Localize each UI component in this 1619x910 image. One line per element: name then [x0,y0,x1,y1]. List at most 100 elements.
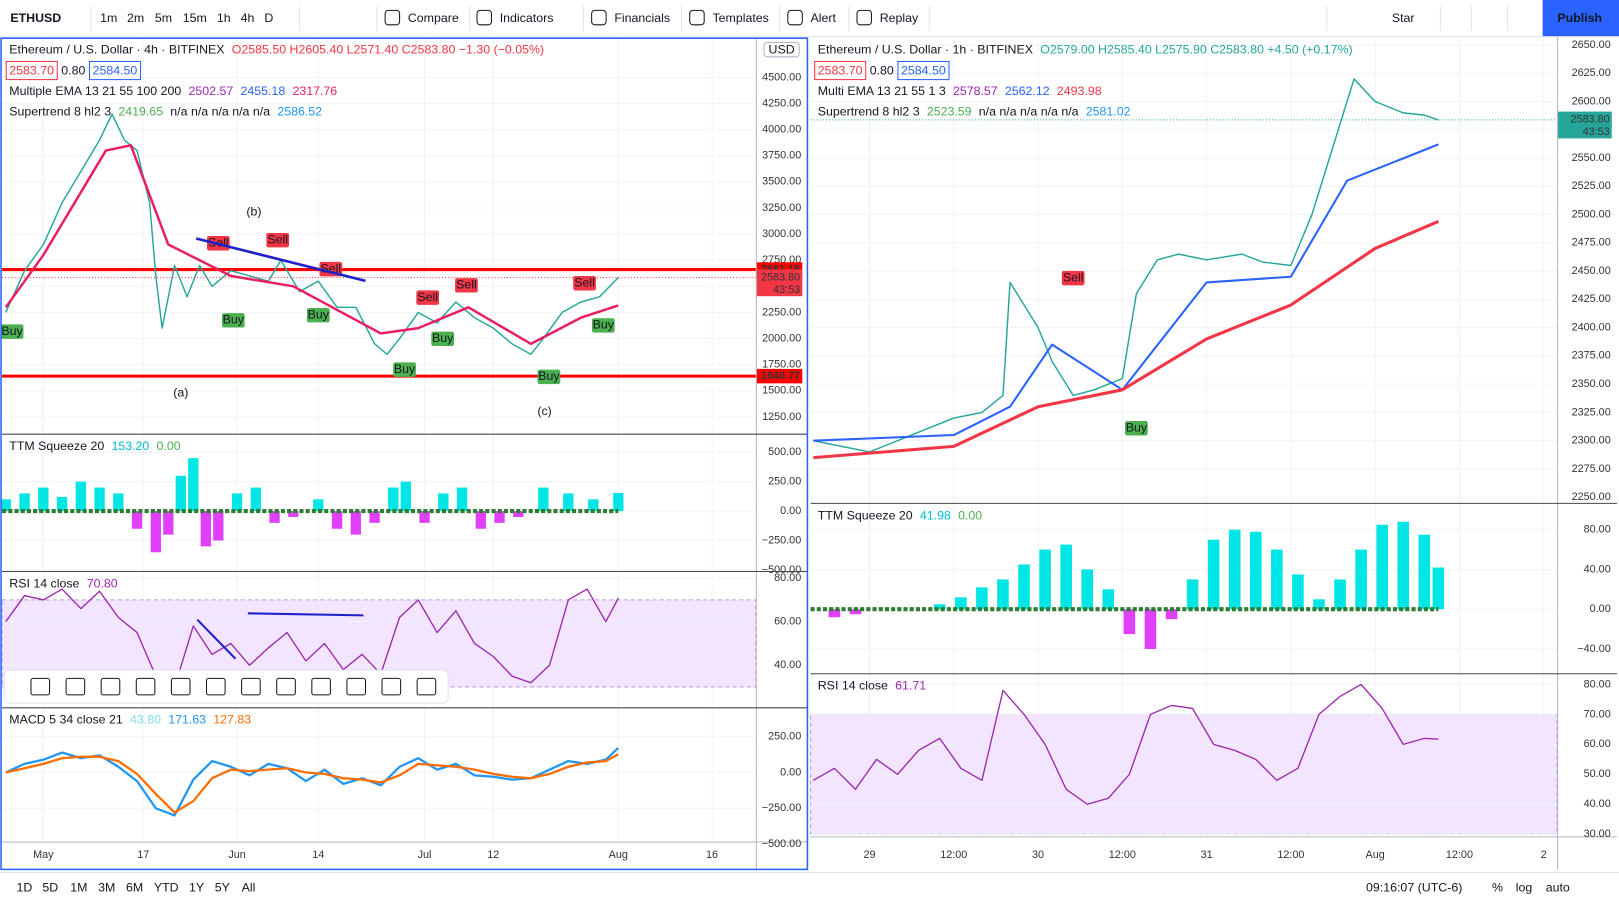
histogram-bar [1018,564,1030,610]
y-tick-label: 2300.00 [1572,435,1611,447]
drawing-tool[interactable] [135,677,156,696]
toolbar-button[interactable]: Indicators [500,11,554,25]
legend-row: MACD 5 34 close 21 43.80 171.63 127.83 [9,713,251,727]
y-tick-label: 2375.00 [1572,350,1611,362]
series-line [4,144,619,346]
y-tick-label: 50.00 [1584,768,1611,780]
legend-row: Supertrend 8 hl2 3 2523.59 n/a n/a n/a n/a… [818,105,1131,119]
button-icon [856,9,872,26]
signal-marker: Buy [306,307,330,323]
star-button[interactable]: Star [1392,11,1415,25]
y-tick-label: 0.00 [780,505,801,517]
histogram-bar [1292,574,1304,610]
range-button[interactable]: All [242,880,256,894]
histogram-bar [56,496,68,512]
interval-button[interactable]: 4h [241,11,255,25]
scale-option[interactable]: log [1516,880,1533,894]
publish-bg[interactable] [1542,0,1619,37]
interval-button[interactable]: 2m [127,11,144,25]
range-button[interactable]: 6M [126,880,143,894]
interval-button[interactable]: D [264,11,273,25]
drawing-tool[interactable] [311,677,331,696]
y-tick-label: 4000.00 [762,124,801,136]
drawing-toolbar[interactable] [3,669,449,704]
histogram-bar [1418,534,1431,610]
histogram-bar [131,511,143,529]
signal-marker: Sell [266,232,290,248]
y-tick-label: 2425.00 [1572,293,1611,305]
legend-item: 41.98 [920,509,951,523]
symbol[interactable]: ETHUSD [10,11,61,25]
interval-button[interactable]: 1m [100,11,117,25]
series-line [5,747,620,817]
drawing-tool[interactable] [65,677,86,696]
range-button[interactable]: 1M [70,880,87,894]
scale-option[interactable]: auto [1546,880,1570,894]
interval-button[interactable]: 1h [217,11,231,25]
publish-button[interactable]: Publish [1557,11,1602,25]
toolbar-button[interactable]: Compare [408,11,459,25]
y-tick-label: 60.00 [774,616,801,628]
signal-marker: Buy [1125,421,1148,436]
range-button[interactable]: YTD [154,880,179,894]
drawing-tool[interactable] [30,677,51,696]
interval-button[interactable]: 5m [155,11,172,25]
trendline [195,237,366,283]
x-tick-label: Jul [418,849,432,861]
histogram-bar [563,493,574,512]
series-line [812,683,1439,805]
legend-item: TTM Squeeze 20 [818,509,913,523]
histogram-bar [849,609,862,615]
drawing-tool[interactable] [241,677,261,696]
range-button[interactable]: 1D [17,880,33,894]
y-tick-label: 2400.00 [1572,321,1611,333]
range-button[interactable]: 3M [98,880,115,894]
toolbar-button[interactable]: Financials [614,11,670,25]
interval-button[interactable]: 15m [183,11,207,25]
drawing-tool[interactable] [276,677,296,696]
countdown: 43:53 [1583,126,1610,138]
x-tick-label: Aug [609,849,628,861]
drawing-tool[interactable] [100,677,121,696]
drawing-tool[interactable] [205,677,226,696]
legend-row: TTM Squeeze 20 153.20 0.00 [9,439,180,453]
drawing-tool[interactable] [346,677,367,696]
currency-box[interactable] [763,41,800,58]
histogram-bar [231,493,243,512]
toolbar-button[interactable]: Replay [880,11,919,25]
signal-bg [266,232,290,248]
histogram-bar [400,481,411,512]
legend-item: Multiple EMA 13 21 55 100 200 [9,84,181,98]
drawing-tool[interactable] [170,677,191,696]
range-button[interactable]: 1Y [189,880,204,894]
drawing-tool[interactable] [381,677,402,696]
range-button[interactable]: 5D [42,880,58,894]
toolbar-button[interactable]: Templates [712,11,768,25]
legend-item: 2584.50 [901,64,946,78]
histogram-bar [269,511,280,523]
signal-label: (a) [173,386,188,400]
y-tick-label: 3500.00 [762,176,801,188]
signal-marker: Buy [0,324,24,339]
y-tick-label: 40.00 [774,659,801,671]
drawing-tool[interactable] [416,677,437,696]
button-icon [787,9,803,26]
scale-option[interactable]: % [1492,880,1503,894]
signal-marker: Sell [416,290,440,305]
histogram-bar [538,487,549,512]
range-button[interactable]: 5Y [215,880,230,894]
legend-row: Multiple EMA 13 21 55 100 200 2502.57 2455… [9,84,337,98]
legend-item: n/a n/a n/a n/a n/a [979,105,1079,119]
histogram-bar [976,587,988,610]
legend-row: Ethereum / U.S. Dollar · 4h · BITFINEX O2… [9,43,544,57]
signal-bg [0,324,24,339]
toolbar-button[interactable]: Alert [811,11,837,25]
legend-item: RSI 14 close [9,577,79,591]
histogram-bar [513,511,524,517]
legend-item: O2585.50 H2605.40 L2571.40 C2583.80 −1.3… [232,43,544,57]
signal-bg [1125,421,1148,436]
x-tick-label: Aug [1366,849,1385,861]
signal-label: Buy [1,324,23,338]
y-tick-label: 2250.00 [762,306,801,318]
signal-bg [416,290,440,305]
